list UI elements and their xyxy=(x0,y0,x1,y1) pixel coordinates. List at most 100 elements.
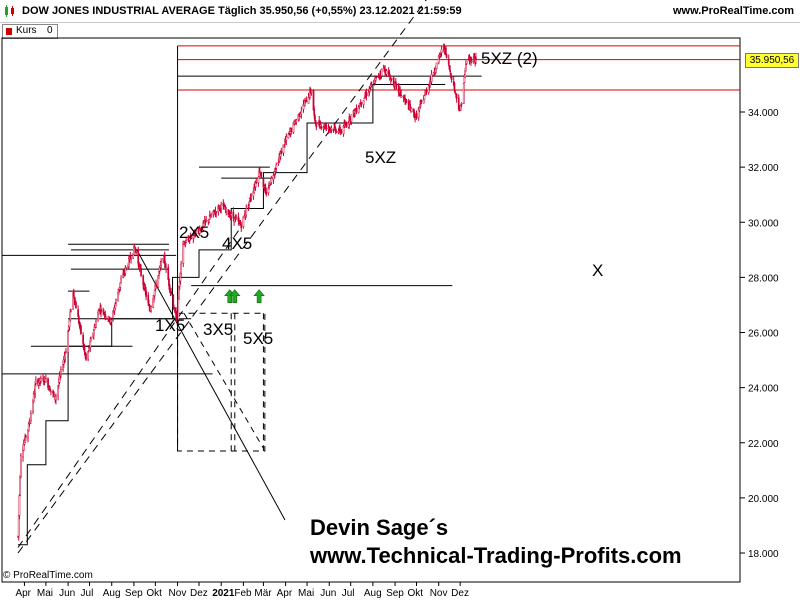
candle-body xyxy=(145,290,147,297)
site-link[interactable]: www.ProRealTime.com xyxy=(672,5,794,17)
y-tick-label: 22.000 xyxy=(748,439,779,450)
candle-body xyxy=(155,283,157,287)
candle-body xyxy=(92,330,95,336)
last-price-badge: 35.950,56 xyxy=(745,53,799,68)
x-tick-label: Nov xyxy=(169,588,187,599)
x-tick-label: Jun xyxy=(59,588,75,599)
candle-body xyxy=(235,217,238,220)
candle-body xyxy=(450,76,453,80)
candle-body xyxy=(465,60,468,64)
candle-body xyxy=(430,74,433,82)
y-tick-label: 20.000 xyxy=(748,494,779,505)
candle-body xyxy=(445,54,448,58)
projection-diagonal xyxy=(183,312,264,449)
candle-body xyxy=(140,267,142,276)
x-tick-label: Feb xyxy=(234,588,252,599)
candle-body xyxy=(250,196,253,199)
candle-body xyxy=(210,214,213,217)
candle-body xyxy=(153,289,156,296)
step-ladder xyxy=(18,83,446,546)
lower-trend-channel xyxy=(17,227,241,548)
candle-body xyxy=(19,476,21,496)
candle-body xyxy=(245,208,248,216)
candle-body xyxy=(205,220,208,222)
x-tick-label: Apr xyxy=(277,588,293,599)
candle-body xyxy=(464,70,467,78)
candle-body xyxy=(160,261,162,267)
x-tick-label: Sep xyxy=(125,588,143,599)
candle-body xyxy=(435,62,438,70)
series-extra: 0 xyxy=(47,25,53,36)
candle-body xyxy=(400,95,403,98)
candle-body xyxy=(270,177,273,183)
candle-body xyxy=(282,144,285,154)
count-annotation: 3X5 xyxy=(203,320,233,339)
candle-body xyxy=(64,352,67,358)
candle-body xyxy=(314,115,316,121)
candle-body xyxy=(355,108,358,112)
y-tick-label: 28.000 xyxy=(748,273,779,284)
candle-body xyxy=(95,321,97,328)
copyright-notice: © ProRealTime.com xyxy=(3,570,93,581)
candle-body xyxy=(447,58,450,65)
x-tick-label: Dez xyxy=(451,588,469,599)
candle-body xyxy=(275,164,278,169)
candle-body xyxy=(125,266,127,269)
candle-body xyxy=(200,228,203,231)
candle-body xyxy=(55,395,57,401)
candle-body xyxy=(248,201,250,205)
count-annotation: 4X5 xyxy=(222,234,252,253)
candle-body xyxy=(457,97,460,110)
candle-body xyxy=(340,131,343,133)
candle-body xyxy=(257,176,260,184)
candle-body xyxy=(470,60,473,63)
x-tick-label: Sep xyxy=(386,588,404,599)
y-tick-label: 26.000 xyxy=(748,329,779,340)
upper-trend-channel xyxy=(17,0,427,554)
buy-signal-arrow xyxy=(229,289,241,303)
candle-body xyxy=(330,127,333,130)
candle-body xyxy=(87,351,89,360)
candle-body xyxy=(82,334,84,344)
candle-body xyxy=(225,207,228,212)
x-tick-label: Apr xyxy=(15,588,31,599)
candle-body xyxy=(105,316,107,319)
candle-body xyxy=(465,64,467,72)
candle-body xyxy=(182,241,185,264)
x-tick-label: Aug xyxy=(103,588,121,599)
candle-body xyxy=(363,97,366,100)
candle-body xyxy=(415,113,418,119)
candle-body xyxy=(220,204,223,209)
series-label: Kurs xyxy=(16,25,37,36)
candle-body xyxy=(165,267,167,270)
candle-body xyxy=(65,350,67,353)
candle-body xyxy=(454,91,457,94)
candle-body xyxy=(357,107,360,114)
candle-body xyxy=(425,90,428,93)
candle-body xyxy=(230,213,233,216)
candle-body xyxy=(208,219,210,223)
candle-body xyxy=(265,191,268,195)
candle-body xyxy=(85,353,87,360)
candle-body xyxy=(40,378,42,382)
candle-body xyxy=(334,125,336,129)
count-annotation: 1X5 xyxy=(155,316,185,335)
series-legend[interactable]: Kurs 0 xyxy=(2,24,58,39)
x-tick-label: Okt xyxy=(408,588,424,599)
candle-body xyxy=(195,230,198,235)
candle-body xyxy=(295,119,298,123)
candle-body xyxy=(104,313,107,317)
candle-body xyxy=(100,308,102,313)
series-swatch xyxy=(6,28,12,35)
candle-body xyxy=(390,78,393,80)
y-tick-label: 18.000 xyxy=(748,549,779,560)
candle-body xyxy=(168,284,171,291)
count-annotation: 5XZ (2) xyxy=(481,49,538,68)
candle-body xyxy=(175,310,177,322)
buy-signal-arrow xyxy=(253,289,265,303)
candle-body xyxy=(110,319,112,323)
y-tick-label: 32.000 xyxy=(748,163,779,174)
candle-body xyxy=(345,124,348,127)
candle-body xyxy=(320,126,323,128)
